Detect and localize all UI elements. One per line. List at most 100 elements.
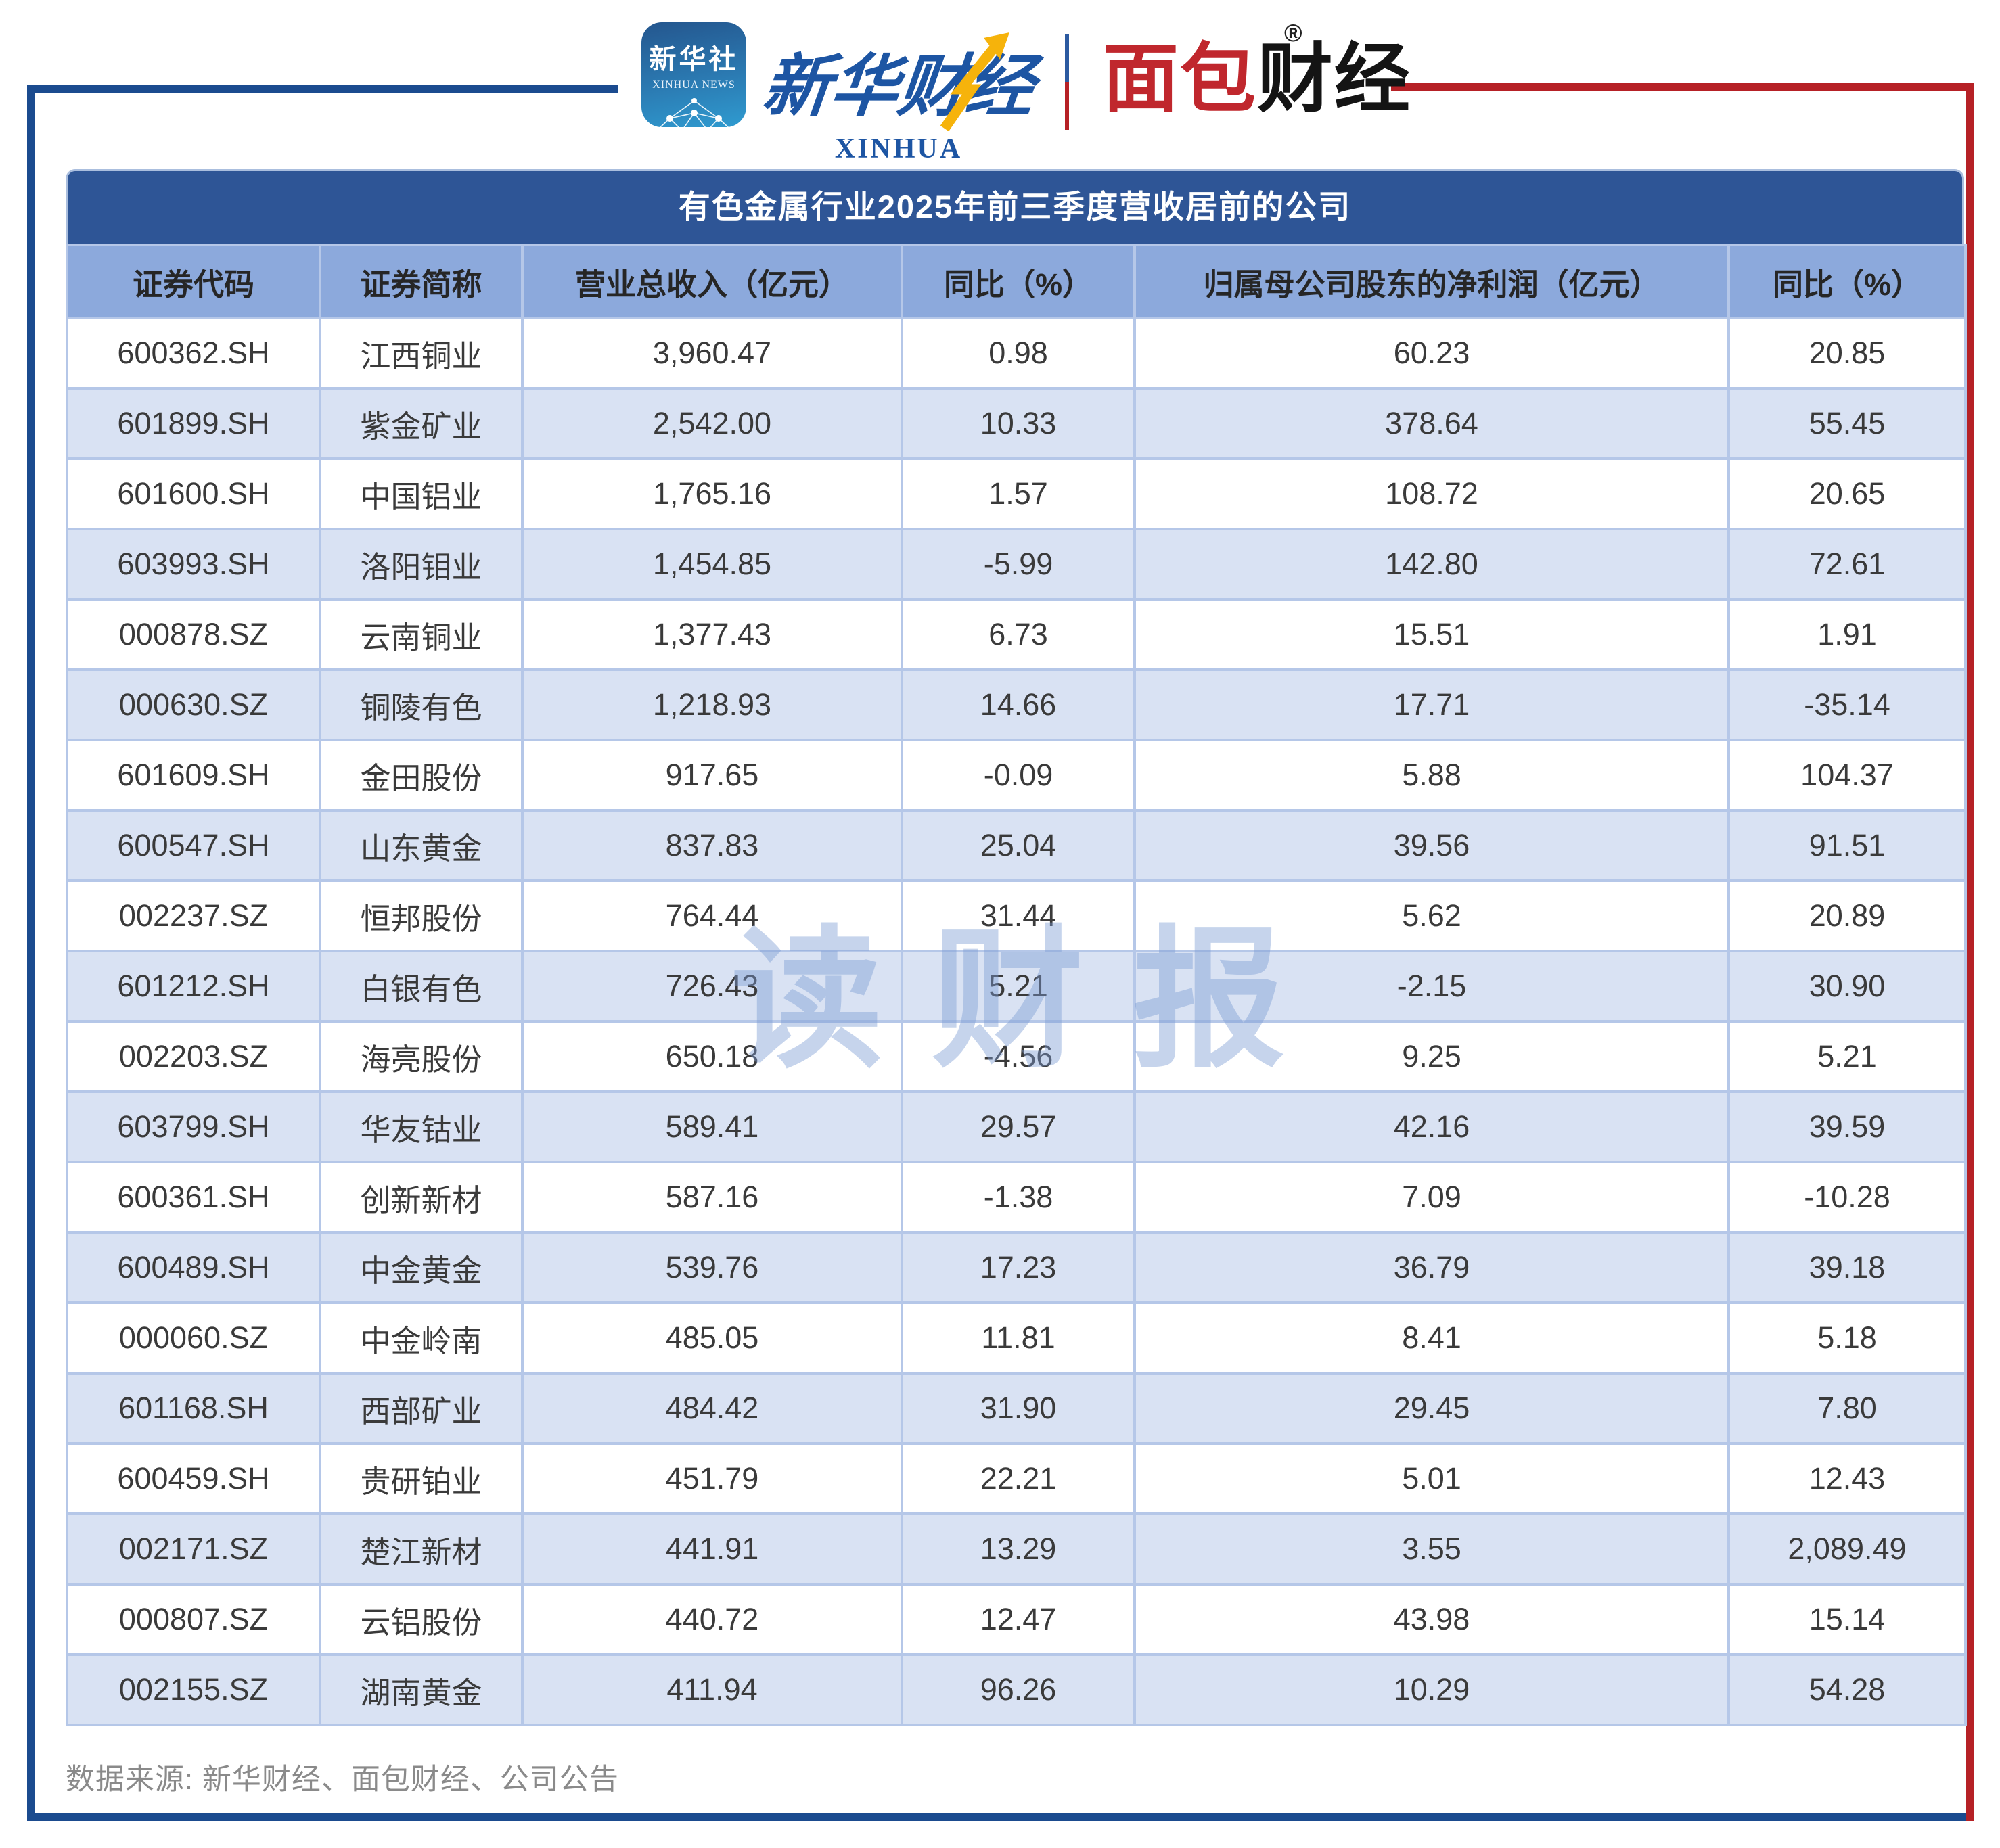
cell-revenue-yoy: 10.33	[901, 387, 1136, 460]
table-body: 600362.SH 江西铜业 3,960.47 0.98 60.23 20.85…	[66, 317, 1967, 1726]
table-row: 600489.SH 中金黄金 539.76 17.23 36.79 39.18	[66, 1231, 1967, 1304]
cell-name: 江西铜业	[319, 317, 524, 390]
cell-code: 000630.SZ	[66, 668, 321, 741]
cell-code: 600459.SH	[66, 1442, 321, 1515]
cell-profit-yoy: 20.89	[1727, 879, 1967, 952]
cell-code: 601609.SH	[66, 739, 321, 812]
cell-revenue-yoy: 1.57	[901, 457, 1136, 530]
cell-profit-yoy: 5.21	[1727, 1020, 1967, 1093]
network-globe-icon	[659, 98, 729, 127]
cell-revenue: 2,542.00	[521, 387, 903, 460]
xinhua-icon-subtitle: XINHUA NEWS	[652, 79, 735, 91]
cell-net-profit: 17.71	[1133, 668, 1730, 741]
cell-profit-yoy: 7.80	[1727, 1372, 1967, 1445]
frame-bottom-bar	[27, 1813, 1974, 1821]
frame-top-left-bar	[27, 85, 618, 93]
cell-net-profit: 60.23	[1133, 317, 1730, 390]
cell-name: 西部矿业	[319, 1372, 524, 1445]
cell-revenue-yoy: -0.09	[901, 739, 1136, 812]
table-row: 002155.SZ 湖南黄金 411.94 96.26 10.29 54.28	[66, 1653, 1967, 1726]
cell-net-profit: 8.41	[1133, 1301, 1730, 1375]
cell-net-profit: 7.09	[1133, 1161, 1730, 1234]
cell-net-profit: 3.55	[1133, 1512, 1730, 1586]
cell-revenue: 440.72	[521, 1583, 903, 1656]
col-header-revenue: 营业总收入（亿元）	[521, 244, 903, 319]
cell-name: 海亮股份	[319, 1020, 524, 1093]
cell-name: 湖南黄金	[319, 1653, 524, 1726]
cell-revenue-yoy: 25.04	[901, 809, 1136, 882]
cell-code: 000878.SZ	[66, 598, 321, 671]
registered-trademark-icon: ®	[1284, 19, 1302, 47]
cell-net-profit: 5.88	[1133, 739, 1730, 812]
cell-revenue: 587.16	[521, 1161, 903, 1234]
cell-code: 000807.SZ	[66, 1583, 321, 1656]
cell-code: 601168.SH	[66, 1372, 321, 1445]
xinhua-icon-title: 新华社	[649, 44, 739, 74]
cell-revenue: 589.41	[521, 1090, 903, 1163]
table-row: 603993.SH 洛阳钼业 1,454.85 -5.99 142.80 72.…	[66, 528, 1967, 601]
revenue-table: 有色金属行业2025年前三季度营收居前的公司 证券代码 证券简称 营业总收入（亿…	[66, 169, 1967, 1726]
cell-name: 创新新材	[319, 1161, 524, 1234]
cell-revenue: 484.42	[521, 1372, 903, 1445]
cell-revenue-yoy: 31.44	[901, 879, 1136, 952]
cell-profit-yoy: 55.45	[1727, 387, 1967, 460]
col-header-profit-yoy: 同比（%）	[1727, 244, 1967, 319]
frame-left-bar	[27, 85, 35, 1821]
cell-net-profit: 15.51	[1133, 598, 1730, 671]
col-header-code: 证券代码	[66, 244, 321, 319]
cell-profit-yoy: 39.18	[1727, 1231, 1967, 1304]
yellow-arrow-icon	[940, 32, 1009, 132]
cell-code: 002171.SZ	[66, 1512, 321, 1586]
cell-revenue-yoy: 31.90	[901, 1372, 1136, 1445]
cell-profit-yoy: -10.28	[1727, 1161, 1967, 1234]
cell-name: 楚江新材	[319, 1512, 524, 1586]
cell-profit-yoy: 104.37	[1727, 739, 1967, 812]
cell-revenue: 539.76	[521, 1231, 903, 1304]
cell-code: 002155.SZ	[66, 1653, 321, 1726]
cell-name: 白银有色	[319, 950, 524, 1023]
table-row: 000878.SZ 云南铜业 1,377.43 6.73 15.51 1.91	[66, 598, 1967, 671]
cell-revenue: 485.05	[521, 1301, 903, 1375]
cell-name: 中金岭南	[319, 1301, 524, 1375]
table-row: 600547.SH 山东黄金 837.83 25.04 39.56 91.51	[66, 809, 1967, 882]
cell-net-profit: -2.15	[1133, 950, 1730, 1023]
xinhua-news-app-icon: 新华社 XINHUA NEWS	[641, 22, 746, 127]
cell-name: 洛阳钼业	[319, 528, 524, 601]
mianbao-logo-red-part: 面包	[1103, 35, 1257, 123]
table-row: 601168.SH 西部矿业 484.42 31.90 29.45 7.80	[66, 1372, 1967, 1445]
cell-net-profit: 39.56	[1133, 809, 1730, 882]
col-header-revenue-yoy: 同比（%）	[901, 244, 1136, 319]
table-row: 601212.SH 白银有色 726.43 5.21 -2.15 30.90	[66, 950, 1967, 1023]
logo-divider-line	[1065, 34, 1069, 130]
cell-code: 601212.SH	[66, 950, 321, 1023]
table-header-row: 证券代码 证券简称 营业总收入（亿元） 同比（%） 归属母公司股东的净利润（亿元…	[66, 244, 1967, 319]
cell-profit-yoy: 72.61	[1727, 528, 1967, 601]
cell-name: 铜陵有色	[319, 668, 524, 741]
cell-net-profit: 5.01	[1133, 1442, 1730, 1515]
cell-revenue-yoy: -1.38	[901, 1161, 1136, 1234]
cell-profit-yoy: 5.18	[1727, 1301, 1967, 1375]
cell-code: 600361.SH	[66, 1161, 321, 1234]
cell-revenue: 917.65	[521, 739, 903, 812]
cell-profit-yoy: 30.90	[1727, 950, 1967, 1023]
cell-code: 601899.SH	[66, 387, 321, 460]
cell-revenue: 1,454.85	[521, 528, 903, 601]
cell-profit-yoy: 15.14	[1727, 1583, 1967, 1656]
cell-net-profit: 43.98	[1133, 1583, 1730, 1656]
col-header-name: 证券简称	[319, 244, 524, 319]
table-row: 000630.SZ 铜陵有色 1,218.93 14.66 17.71 -35.…	[66, 668, 1967, 741]
cell-profit-yoy: -35.14	[1727, 668, 1967, 741]
cell-code: 600489.SH	[66, 1231, 321, 1304]
cell-net-profit: 36.79	[1133, 1231, 1730, 1304]
cell-name: 云南铜业	[319, 598, 524, 671]
cell-revenue: 726.43	[521, 950, 903, 1023]
cell-profit-yoy: 54.28	[1727, 1653, 1967, 1726]
table-row: 600361.SH 创新新材 587.16 -1.38 7.09 -10.28	[66, 1161, 1967, 1234]
cell-revenue-yoy: 14.66	[901, 668, 1136, 741]
cell-name: 华友钴业	[319, 1090, 524, 1163]
table-row: 601600.SH 中国铝业 1,765.16 1.57 108.72 20.6…	[66, 457, 1967, 530]
cell-profit-yoy: 2,089.49	[1727, 1512, 1967, 1586]
cell-code: 603799.SH	[66, 1090, 321, 1163]
cell-code: 600547.SH	[66, 809, 321, 882]
mianbao-logo-black-part: 财经	[1257, 35, 1411, 123]
